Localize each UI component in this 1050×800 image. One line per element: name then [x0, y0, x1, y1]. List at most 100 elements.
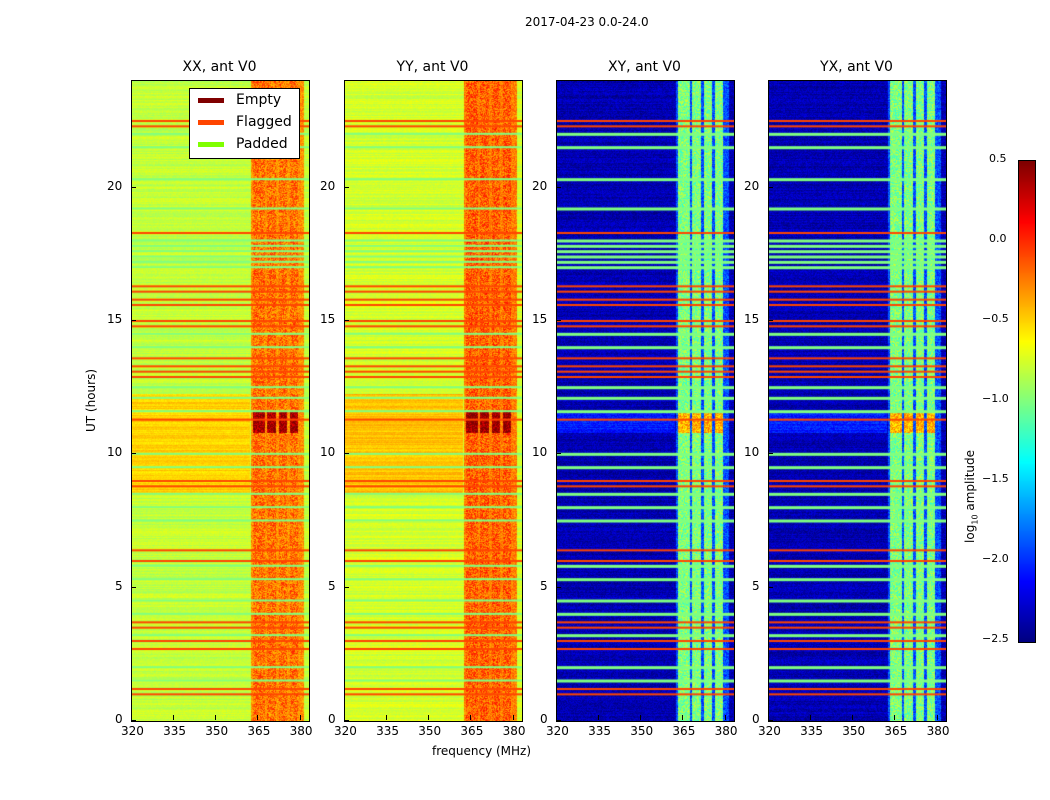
y-axis-label: UT (hours) [84, 368, 98, 432]
x-tick-mark [640, 715, 642, 720]
x-tick-label: 380 [714, 724, 738, 738]
y-tick-mark [768, 720, 773, 721]
x-tick-label: 335 [376, 724, 400, 738]
y-tick-mark [556, 320, 561, 321]
legend-item-empty: Empty [198, 92, 281, 108]
colorbar-label: log10 amplitude [963, 450, 980, 543]
y-tick-mark [131, 320, 136, 321]
heatmap-panel [131, 80, 310, 722]
y-tick-label: 15 [107, 312, 123, 326]
x-tick-mark [682, 715, 684, 720]
x-tick-label: 320 [546, 724, 569, 738]
y-tick-mark [344, 186, 349, 188]
x-tick-label: 335 [800, 724, 824, 738]
y-tick-mark [131, 453, 136, 455]
x-tick-mark [894, 715, 896, 720]
legend-item-flagged: Flagged [198, 114, 292, 130]
x-tick-mark [257, 715, 259, 720]
y-tick-label: 20 [532, 178, 548, 193]
y-tick-label: 0 [752, 712, 760, 726]
y-tick-label: 5 [540, 578, 548, 593]
x-tick-label: 380 [289, 724, 313, 738]
x-tick-mark [428, 715, 430, 720]
x-tick-mark [131, 715, 132, 720]
y-tick-mark [131, 720, 136, 721]
colorbar-tick-label: −0.5 [982, 312, 1009, 325]
x-tick-label: 380 [502, 724, 526, 738]
heatmap-panel [344, 80, 523, 722]
y-tick-label: 20 [107, 178, 123, 193]
legend-item-padded: Padded [198, 136, 288, 152]
y-tick-label: 10 [744, 445, 760, 460]
y-tick-mark [344, 320, 349, 321]
colorbar-tick-label: −1.5 [982, 472, 1009, 485]
heatmap-panel [556, 80, 735, 722]
x-tick-mark [512, 715, 514, 720]
x-tick-label: 350 [205, 724, 229, 738]
y-tick-mark [344, 453, 349, 455]
x-tick-mark [386, 715, 388, 720]
y-tick-label: 5 [115, 578, 123, 593]
y-tick-label: 15 [744, 312, 760, 326]
heatmap-panel [768, 80, 947, 722]
x-tick-mark [215, 715, 217, 720]
colorbar [1018, 160, 1036, 643]
y-tick-mark [556, 586, 561, 588]
x-tick-label: 350 [842, 724, 866, 738]
x-tick-mark [724, 715, 726, 720]
x-tick-mark [556, 715, 557, 720]
panel-title: YX, ant V0 [820, 59, 893, 75]
y-tick-mark [768, 320, 773, 321]
y-tick-label: 15 [320, 312, 336, 326]
panel-title: YY, ant V0 [396, 59, 469, 75]
x-tick-label: 350 [630, 724, 654, 738]
y-tick-mark [344, 720, 349, 721]
y-tick-label: 0 [115, 712, 123, 726]
x-tick-mark [299, 715, 301, 720]
x-axis-label: frequency (MHz) [432, 744, 532, 758]
legend-label: Padded [236, 136, 288, 152]
x-tick-mark [936, 715, 938, 720]
x-tick-label: 320 [334, 724, 357, 738]
y-tick-mark [131, 186, 136, 188]
y-tick-label: 10 [107, 445, 123, 460]
y-tick-label: 20 [320, 178, 336, 193]
x-tick-label: 380 [926, 724, 950, 738]
y-tick-mark [768, 586, 773, 588]
x-tick-label: 335 [163, 724, 187, 738]
y-tick-mark [344, 586, 349, 588]
x-tick-label: 350 [418, 724, 442, 738]
y-tick-label: 5 [328, 578, 336, 593]
figure-suptitle: 2017-04-23 0.0-24.0 [525, 15, 649, 29]
y-tick-label: 20 [744, 178, 760, 193]
y-tick-mark [556, 453, 561, 455]
y-tick-label: 10 [532, 445, 548, 460]
legend: Empty Flagged Padded [189, 88, 300, 159]
y-tick-label: 0 [540, 712, 548, 726]
legend-swatch [198, 97, 224, 103]
legend-swatch [198, 119, 224, 125]
legend-label: Empty [236, 92, 282, 108]
colorbar-tick-label: 0.5 [989, 152, 1007, 165]
x-tick-label: 335 [588, 724, 612, 738]
colorbar-tick-label: 0.0 [989, 232, 1007, 245]
legend-label: Flagged [236, 114, 292, 130]
y-tick-label: 0 [328, 712, 336, 726]
x-tick-mark [470, 715, 472, 720]
y-tick-mark [556, 186, 561, 188]
x-tick-mark [768, 715, 769, 720]
x-tick-mark [344, 715, 345, 720]
x-tick-label: 320 [758, 724, 781, 738]
x-tick-mark [173, 715, 175, 720]
panel-title: XY, ant V0 [608, 59, 681, 75]
x-tick-mark [852, 715, 854, 720]
colorbar-tick-label: −1.0 [982, 392, 1009, 405]
x-tick-label: 365 [884, 724, 908, 738]
y-tick-label: 5 [752, 578, 760, 593]
x-tick-label: 365 [247, 724, 271, 738]
x-tick-label: 320 [121, 724, 144, 738]
y-tick-mark [768, 453, 773, 455]
y-tick-label: 15 [532, 312, 548, 326]
x-tick-mark [810, 715, 812, 720]
